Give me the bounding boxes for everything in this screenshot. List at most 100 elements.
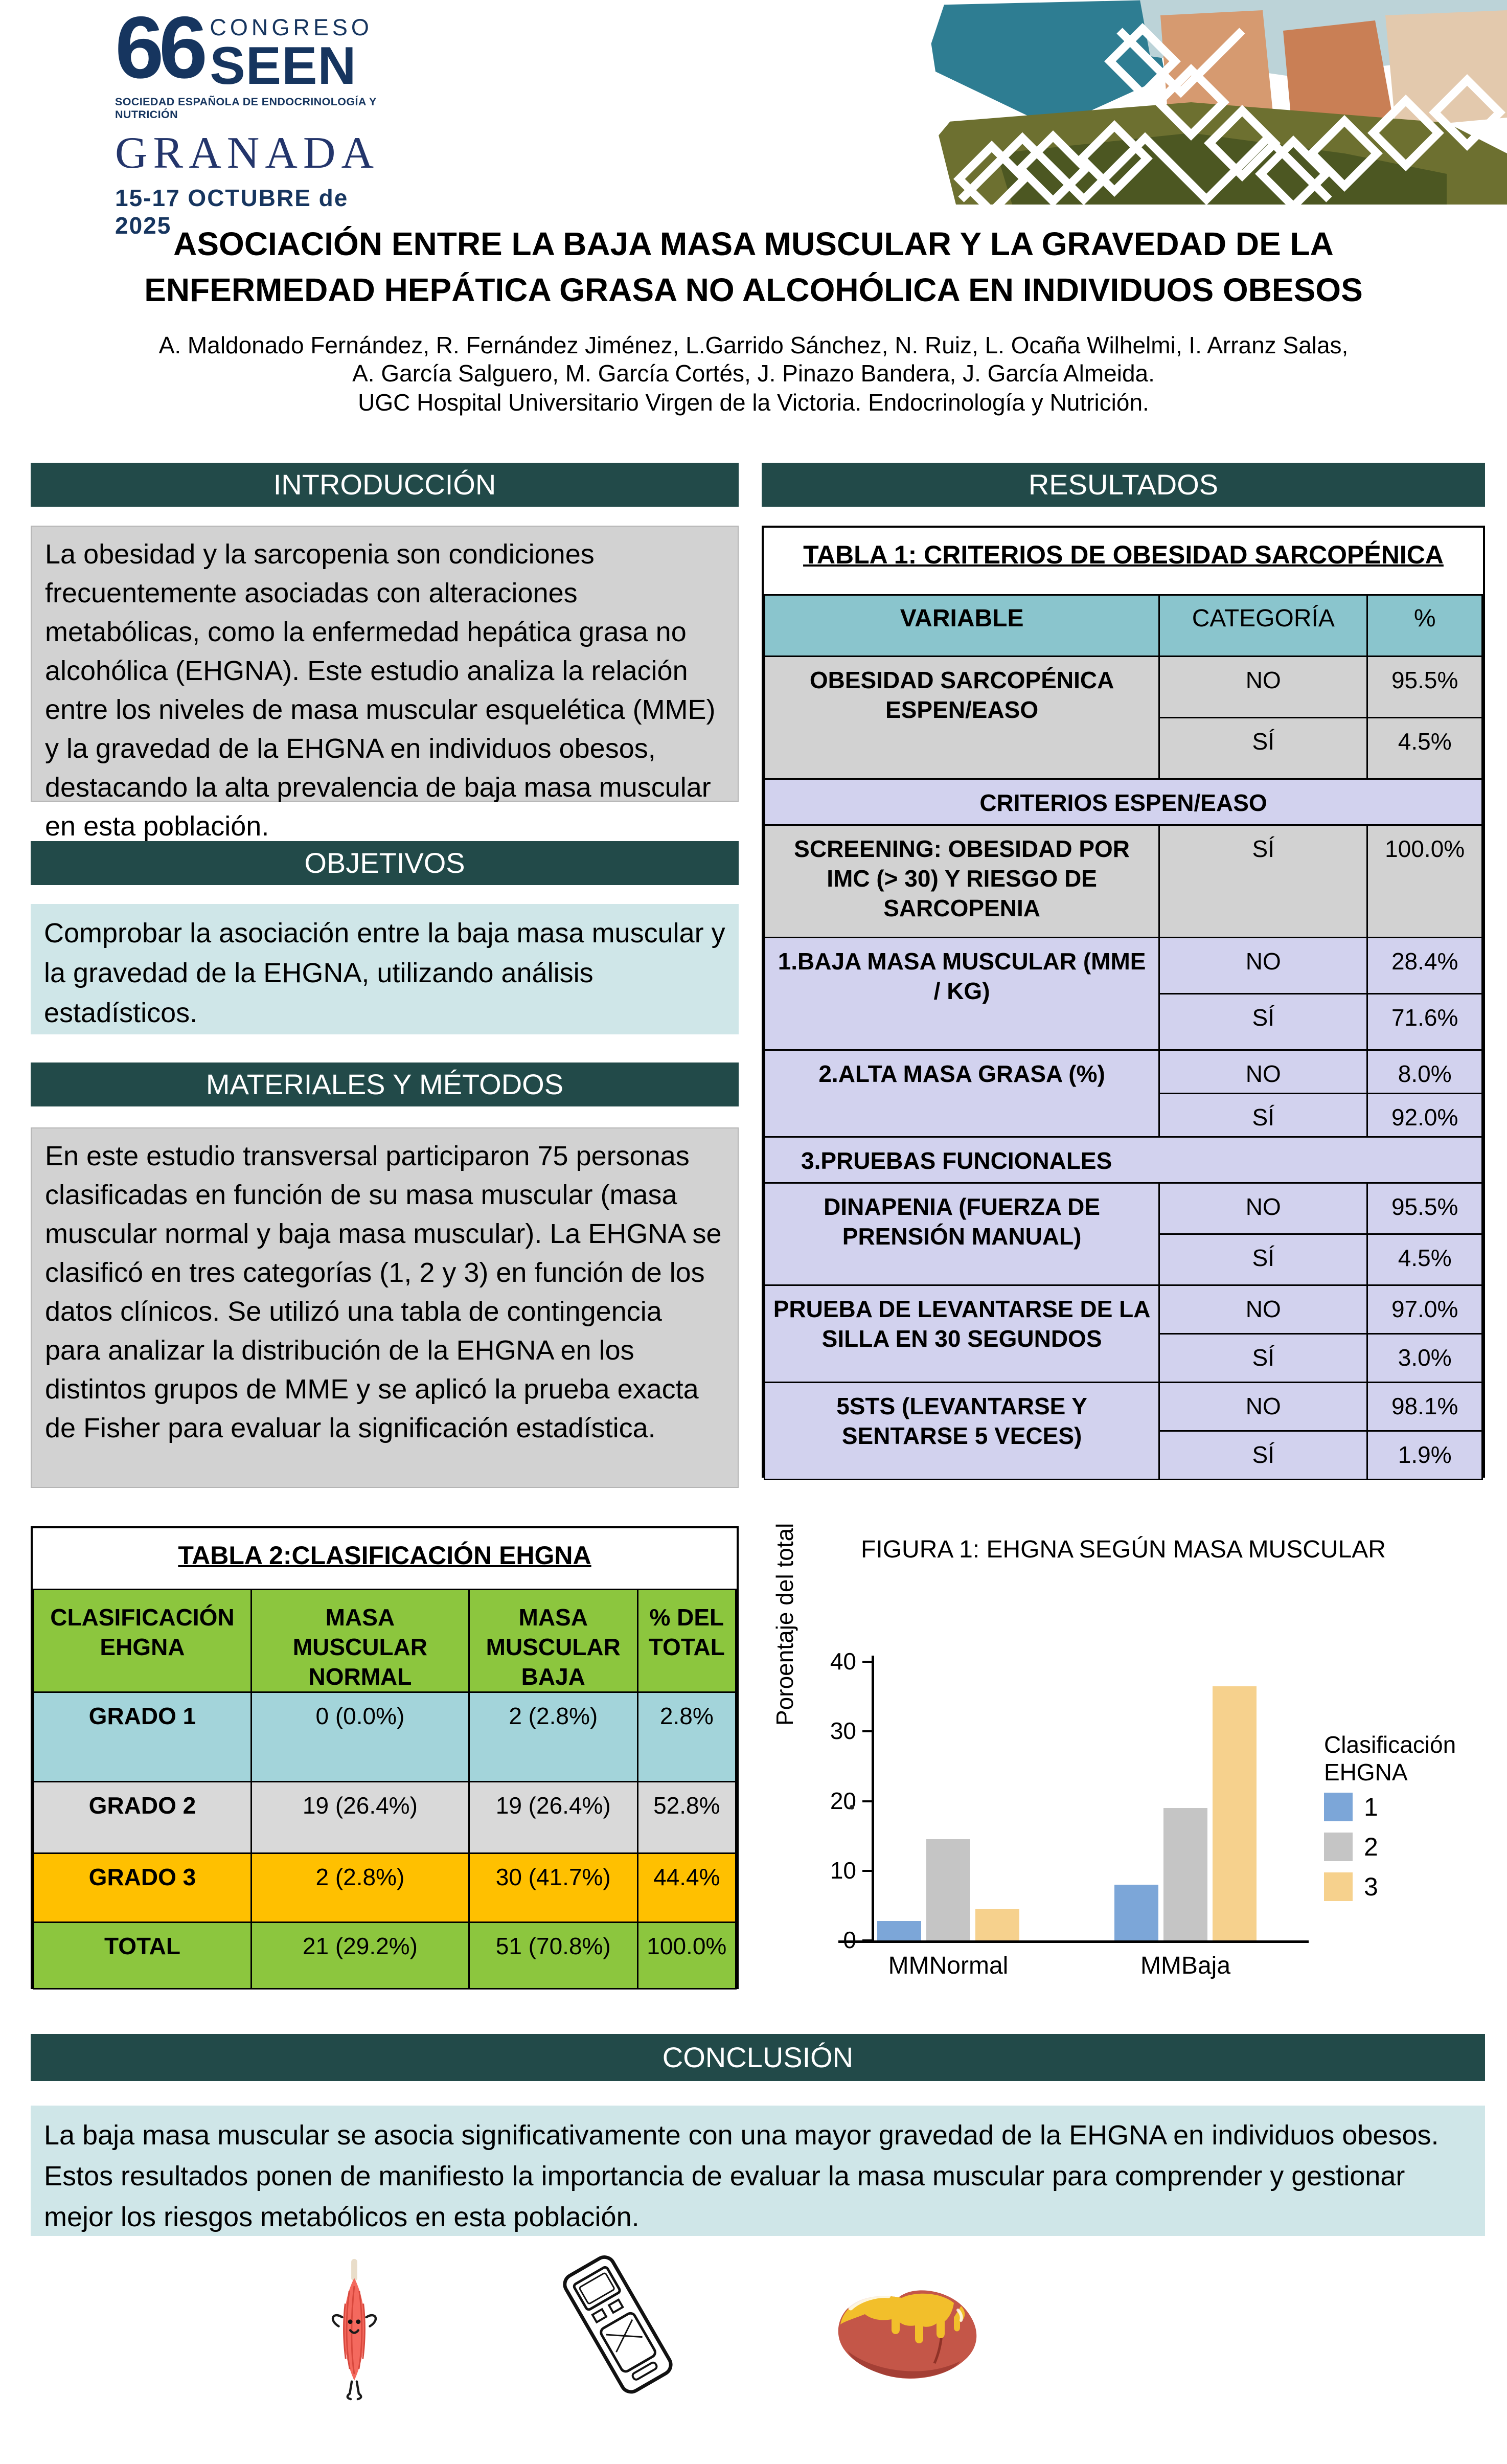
obesidad-sarcopenica-si: SÍ (1158, 717, 1368, 780)
alta-grasa-no-pct: 8.0% (1366, 1049, 1483, 1094)
silla-label: PRUEBA DE LEVANTARSE DE LA SILLA EN 30 S… (763, 1284, 1160, 1383)
baja-masa-no-pct: 28.4% (1366, 937, 1483, 994)
y-tick (862, 1730, 872, 1733)
table-row-silla-no: PRUEBA DE LEVANTARSE DE LA SILLA EN 30 S… (763, 1284, 1483, 1383)
grado3-label: GRADO 3 (33, 1852, 252, 1923)
bar-MMNormal-serie1 (877, 1920, 921, 1940)
table-row-5sts-si: SÍ 1.9% (765, 1430, 1483, 1480)
silla-no: NO (1158, 1284, 1368, 1335)
silla-no-pct: 97.0% (1366, 1284, 1483, 1335)
tabla1-box: TABLA 1: CRITERIOS DE OBESIDAD SARCOPÉNI… (762, 526, 1485, 1480)
x-axis-line (838, 1940, 1309, 1943)
table-row-obesidad-sarcopenica-si: SÍ 4.5% (765, 717, 1483, 780)
objetivos-text-box: Comprobar la asociación entre la baja ma… (31, 904, 739, 1034)
section-band-resultados: RESULTADOS (762, 463, 1485, 507)
grado1-baja: 2 (2.8%) (468, 1691, 638, 1782)
tabla1-col-categoria: CATEGORÍA (1158, 594, 1368, 657)
y-axis-line (872, 1656, 874, 1941)
table-row-alta-grasa-si: SÍ 92.0% (765, 1093, 1483, 1138)
legend-label-3: 3 (1364, 1872, 1378, 1901)
logo-city-text: GRANADA (115, 128, 379, 178)
table-row-total: TOTAL 21 (29.2%) 51 (70.8%) 100.0% (33, 1922, 737, 1990)
objetivos-text: Comprobar la asociación entre la baja ma… (44, 918, 725, 1028)
device-graphic (563, 2255, 673, 2394)
screening-si-pct: 100.0% (1366, 824, 1483, 938)
table-row-dinapenia-no: DINAPENIA (FUERZA DE PRENSIÓN MANUAL) NO… (763, 1182, 1483, 1286)
stray-mark (850, 1805, 854, 1810)
table-row-baja-masa-si: SÍ 71.6% (765, 993, 1483, 1051)
obesidad-sarcopenica-si-pct: 4.5% (1366, 717, 1483, 780)
legend-label-1: 1 (1364, 1793, 1378, 1821)
grado2-total: 52.8% (636, 1781, 737, 1854)
sts5-si-pct: 1.9% (1366, 1430, 1483, 1480)
tabla2-col-clasificacion: CLASIFICACIÓN EHGNA (33, 1589, 252, 1693)
tabla2-box: TABLA 2:CLASIFICACIÓN EHGNA CLASIFICACIÓ… (31, 1526, 739, 1990)
x-category-label: MMBaja (1140, 1952, 1231, 1979)
fatty-liver-icon (832, 2274, 986, 2389)
y-tick-label: 10 (830, 1857, 856, 1884)
total-baja: 51 (70.8%) (468, 1922, 638, 1990)
table-row-silla-si: SÍ 3.0% (765, 1333, 1483, 1383)
poster-title: ASOCIACIÓN ENTRE LA BAJA MASA MUSCULAR Y… (0, 221, 1507, 313)
y-tick (862, 1800, 872, 1802)
affiliation: UGC Hospital Universitario Virgen de la … (358, 389, 1149, 416)
section-band-materiales: MATERIALES Y MÉTODOS (31, 1063, 739, 1106)
tabla2-title: TABLA 2:CLASIFICACIÓN EHGNA (178, 1541, 591, 1570)
table-row-obesidad-sarcopenica-no: OBESIDAD SARCOPÉNICA ESPEN/EASO NO 95.5% (763, 655, 1483, 780)
table-row-screening: SCREENING: OBESIDAD POR IMC (> 30) Y RIE… (763, 824, 1483, 938)
table-row-grado2: GRADO 2 19 (26.4%) 19 (26.4%) 52.8% (33, 1781, 737, 1854)
grado1-total: 2.8% (636, 1691, 737, 1782)
grado3-normal: 2 (2.8%) (250, 1852, 470, 1923)
materiales-heading: MATERIALES Y MÉTODOS (206, 1068, 564, 1100)
table-row-alta-grasa-no: 2.ALTA MASA GRASA (%) NO 8.0% (763, 1049, 1483, 1138)
table-row-grado3: GRADO 3 2 (2.8%) 30 (41.7%) 44.4% (33, 1852, 737, 1923)
dinapenia-si: SÍ (1158, 1233, 1368, 1286)
table-row-grado1: GRADO 1 0 (0.0%) 2 (2.8%) 2.8% (33, 1691, 737, 1782)
tabla2-grid: CLASIFICACIÓN EHGNA MASA MUSCULAR NORMAL… (33, 1589, 737, 1990)
legend-swatch-1 (1324, 1793, 1353, 1821)
legend-label-2: 2 (1364, 1833, 1378, 1861)
logo-dates-text: 15-17 OCTUBRE de 2025 (115, 184, 349, 239)
tabla1-header-row: VARIABLE CATEGORÍA % (763, 594, 1483, 657)
y-tick-label: 20 (830, 1787, 856, 1814)
y-axis-label: Poroentaje del total (771, 1523, 798, 1726)
alta-grasa-si: SÍ (1158, 1093, 1368, 1138)
total-total: 100.0% (636, 1922, 737, 1990)
bar-MMNormal-serie2 (926, 1839, 970, 1940)
introduccion-text: La obesidad y la sarcopenia son condicio… (45, 539, 716, 842)
total-label: TOTAL (33, 1922, 252, 1990)
tabla2-header-row: CLASIFICACIÓN EHGNA MASA MUSCULAR NORMAL… (33, 1589, 737, 1693)
introduccion-heading: INTRODUCCIÓN (273, 468, 496, 501)
legend-item-3: 3 (1324, 1872, 1378, 1902)
grado2-normal: 19 (26.4%) (250, 1781, 470, 1854)
obesidad-sarcopenica-no-pct: 95.5% (1366, 655, 1483, 718)
muscle-graphic (331, 2258, 377, 2401)
total-normal: 21 (29.2%) (250, 1922, 470, 1990)
grado3-baja: 30 (41.7%) (468, 1852, 638, 1923)
baja-masa-si: SÍ (1158, 993, 1368, 1051)
baja-masa-no: NO (1158, 937, 1368, 994)
title-line-2: ENFERMEDAD HEPÁTICA GRASA NO ALCOHÓLICA … (144, 272, 1363, 308)
table-row-pruebas-funcionales: 3.PRUEBAS FUNCIONALES (764, 1136, 1483, 1184)
y-tick-label: 0 (843, 1927, 856, 1953)
baja-masa-si-pct: 71.6% (1366, 993, 1483, 1051)
tabla2-col-mm-baja: MASA MUSCULAR BAJA (468, 1589, 638, 1693)
resultados-heading: RESULTADOS (1028, 468, 1219, 501)
tabla1-col-pct: % (1366, 594, 1483, 657)
collage-graphic (833, 0, 1507, 217)
bar-MMBaja-serie2 (1163, 1808, 1207, 1940)
tabla2-col-mm-normal: MASA MUSCULAR NORMAL (250, 1589, 470, 1693)
bar-MMBaja-serie1 (1114, 1885, 1158, 1940)
section-band-introduccion: INTRODUCCIÓN (31, 463, 739, 507)
conclusion-text: La baja masa muscular se asocia signific… (44, 2120, 1439, 2232)
legend-item-1: 1 (1324, 1792, 1378, 1822)
authors-line-1: A. Maldonado Fernández, R. Fernández Jim… (158, 332, 1349, 358)
grado1-normal: 0 (0.0%) (250, 1691, 470, 1782)
tabla1-title: TABLA 1: CRITERIOS DE OBESIDAD SARCOPÉNI… (803, 540, 1444, 569)
pruebas-funcionales-label: 3.PRUEBAS FUNCIONALES (764, 1136, 1483, 1184)
x-category-label: MMNormal (888, 1952, 1009, 1979)
grado1-label: GRADO 1 (33, 1691, 252, 1782)
dinapenia-si-pct: 4.5% (1366, 1233, 1483, 1286)
objetivos-heading: OBJETIVOS (304, 847, 465, 879)
